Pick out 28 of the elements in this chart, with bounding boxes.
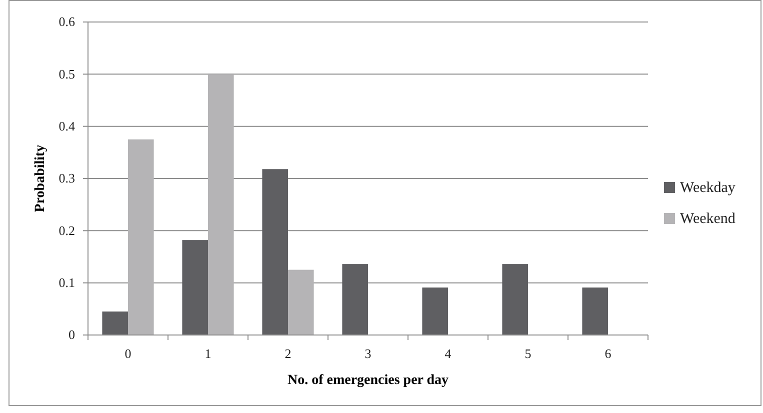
bar [502,264,528,335]
x-tick-label: 3 [364,346,372,362]
y-axis-title: Probability [33,144,48,212]
bar [208,74,234,335]
y-tick-label: 0.6 [58,14,76,30]
y-tick-label: 0.2 [58,222,75,238]
bar [102,312,128,335]
x-tick-label: 5 [524,346,532,362]
x-tick-label: 6 [604,346,612,362]
y-tick-label: 0 [68,327,75,342]
x-axis-title: No. of emergencies per day [287,373,449,388]
x-tick-label: 1 [204,346,212,362]
x-tick-label: 4 [444,346,452,362]
y-tick-label: 0.1 [58,274,75,290]
y-tick-label: 0.4 [58,118,76,134]
y-tick-label: 0.5 [58,66,75,82]
bar [262,169,288,335]
bar [128,139,154,335]
legend-label: Weekend [680,211,736,227]
bar [288,270,314,335]
bar [582,288,608,335]
x-tick-label: 2 [284,346,292,362]
y-tick-label: 0.3 [58,170,75,186]
bar [182,240,208,335]
x-tick-label: 0 [124,346,132,362]
legend-label: Weekday [680,180,736,196]
bar [342,264,368,335]
bar [422,288,448,335]
